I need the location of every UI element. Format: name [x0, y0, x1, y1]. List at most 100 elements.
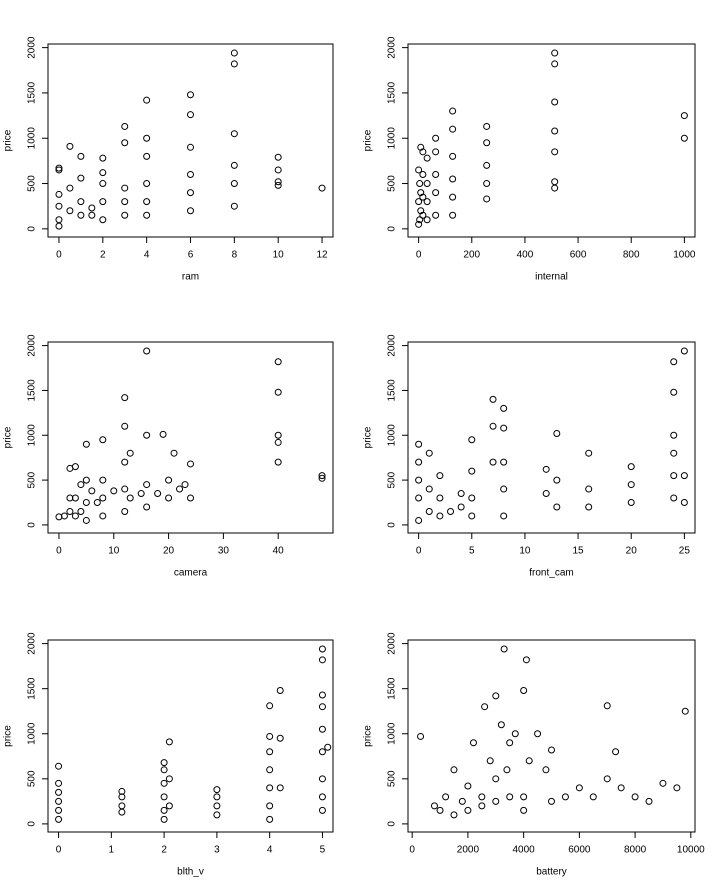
point — [548, 797, 555, 805]
point — [425, 507, 433, 515]
point — [500, 512, 508, 520]
y-tick-label: 500 — [27, 770, 38, 787]
point — [680, 134, 688, 142]
point — [489, 458, 497, 466]
point — [481, 703, 489, 711]
y-tick-label: 500 — [27, 175, 38, 192]
y-tick-label: 1500 — [387, 677, 398, 700]
point — [500, 458, 508, 466]
point — [266, 748, 274, 756]
point — [88, 204, 96, 212]
y-axis-label: price — [363, 129, 374, 151]
point — [55, 788, 63, 796]
point — [450, 766, 458, 774]
point — [522, 656, 530, 664]
point — [603, 775, 611, 783]
point — [458, 797, 466, 805]
point — [318, 691, 326, 699]
point — [176, 485, 184, 493]
point — [659, 779, 667, 787]
point — [121, 507, 129, 515]
point — [483, 139, 491, 147]
point — [274, 431, 282, 439]
y-tick-label: 1000 — [27, 424, 38, 447]
point — [575, 784, 583, 792]
point — [143, 96, 151, 104]
point — [213, 786, 221, 794]
point — [82, 499, 90, 507]
point — [66, 507, 74, 515]
point — [492, 797, 500, 805]
y-tick-label: 500 — [387, 471, 398, 488]
point — [121, 198, 129, 206]
point — [468, 512, 476, 520]
plot-box — [407, 341, 696, 534]
point — [77, 198, 85, 206]
x-tick-label: 600 — [570, 250, 587, 261]
point — [170, 449, 178, 457]
point — [165, 802, 173, 810]
point — [66, 207, 74, 215]
x-tick-label: 25 — [679, 546, 691, 557]
point — [99, 169, 107, 177]
point — [457, 490, 465, 498]
y-tick-label: 500 — [387, 770, 398, 787]
point — [449, 175, 457, 183]
point — [318, 184, 326, 192]
point — [274, 458, 282, 466]
point — [464, 806, 472, 814]
point — [415, 198, 423, 206]
point — [143, 180, 151, 188]
point — [77, 152, 85, 160]
point — [617, 784, 625, 792]
point — [419, 148, 427, 156]
point — [670, 431, 678, 439]
point — [520, 793, 528, 801]
point — [318, 645, 326, 653]
point — [680, 499, 688, 507]
point — [165, 775, 173, 783]
point — [165, 738, 173, 746]
point — [143, 211, 151, 219]
point — [417, 732, 425, 740]
point — [55, 779, 63, 787]
point — [77, 481, 85, 489]
point — [449, 193, 457, 201]
point — [230, 202, 238, 210]
x-axis-label: camera — [174, 568, 208, 579]
point — [276, 784, 284, 792]
x-tick-label: 10000 — [677, 845, 705, 856]
point — [274, 358, 282, 366]
x-axis-label: internal — [535, 272, 568, 283]
x-axis-label: ram — [182, 272, 199, 283]
point — [77, 507, 85, 515]
point — [483, 195, 491, 203]
point — [324, 743, 332, 751]
point — [121, 184, 129, 192]
point — [318, 775, 326, 783]
point — [419, 193, 427, 201]
y-axis-label: price — [363, 725, 374, 747]
point — [66, 494, 74, 502]
point — [500, 485, 508, 493]
y-tick-label: 1000 — [387, 127, 398, 150]
point — [66, 142, 74, 150]
point — [187, 143, 194, 151]
point — [415, 516, 423, 524]
point — [503, 766, 511, 774]
point — [318, 793, 326, 801]
point — [447, 507, 455, 515]
point — [612, 748, 620, 756]
point — [492, 775, 500, 783]
point — [534, 730, 542, 738]
point — [143, 134, 151, 142]
point — [450, 811, 458, 819]
point — [99, 180, 107, 188]
x-tick-label: 4000 — [513, 845, 536, 856]
x-tick-label: 1 — [109, 845, 115, 856]
point — [432, 170, 440, 178]
x-axis-label: front_cam — [529, 568, 573, 579]
point — [318, 472, 326, 480]
x-tick-label: 10 — [108, 546, 120, 557]
y-tick-label: 1500 — [27, 379, 38, 402]
